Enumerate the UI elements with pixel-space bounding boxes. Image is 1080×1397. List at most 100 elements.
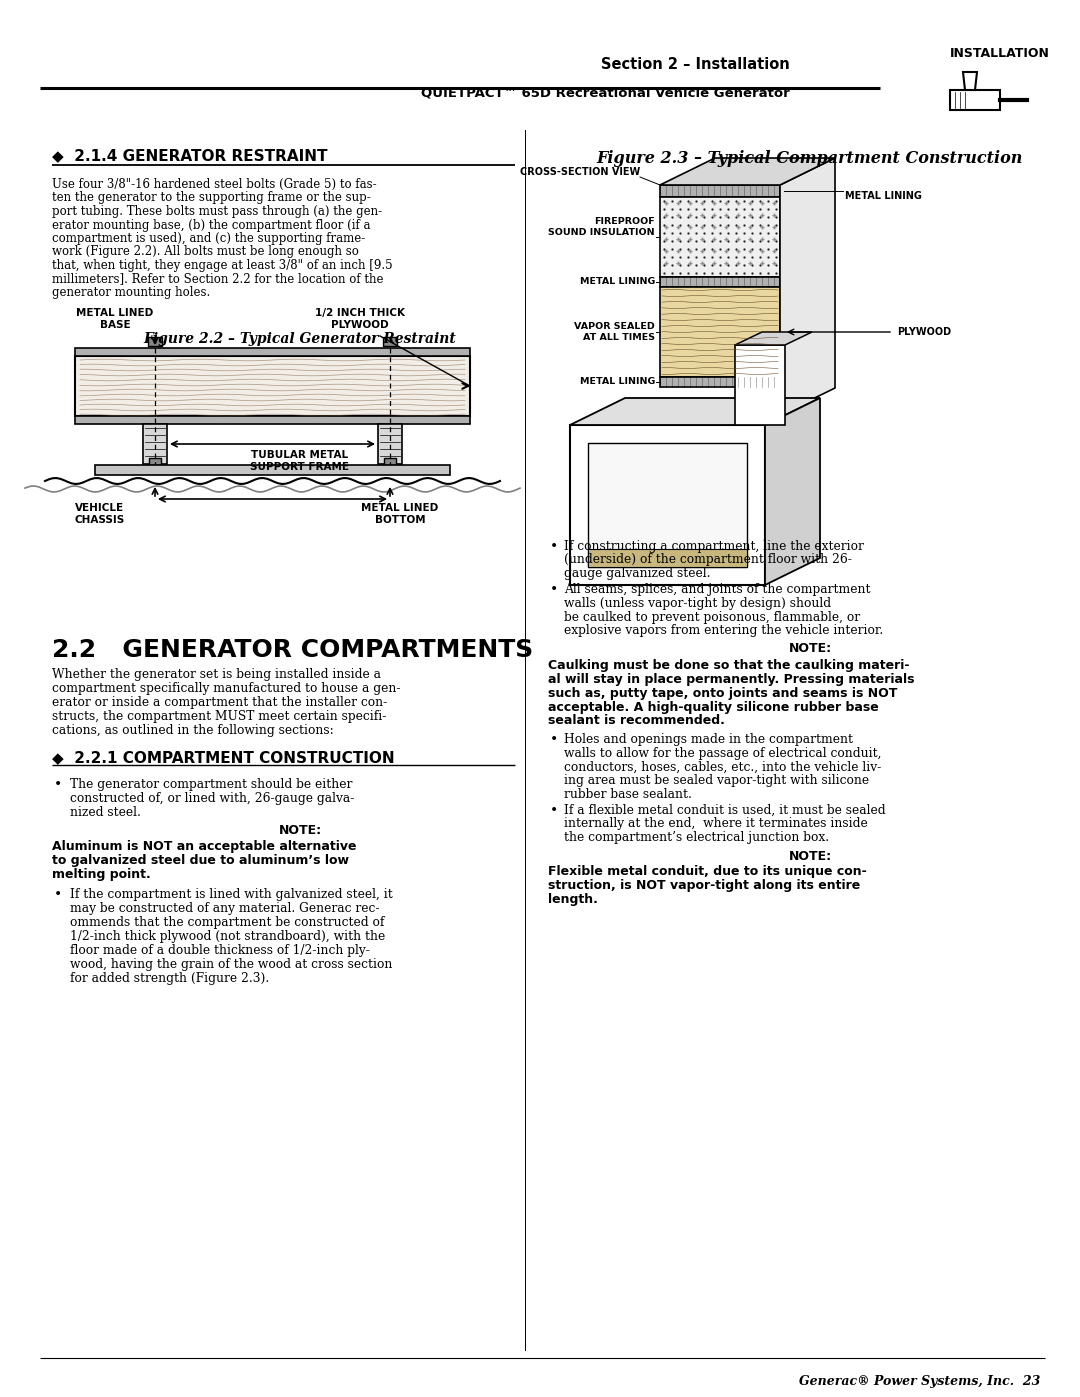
Bar — [660, 184, 780, 197]
Text: that, when tight, they engage at least 3/8" of an inch [9.5: that, when tight, they engage at least 3… — [52, 258, 393, 272]
Text: to galvanized steel due to aluminum’s low: to galvanized steel due to aluminum’s lo… — [52, 854, 349, 868]
Text: If a flexible metal conduit is used, it must be sealed: If a flexible metal conduit is used, it … — [564, 805, 886, 817]
Text: METAL LINING: METAL LINING — [845, 191, 922, 201]
Text: for added strength (Figure 2.3).: for added strength (Figure 2.3). — [70, 972, 269, 985]
Text: NOTE:: NOTE: — [788, 849, 832, 862]
Text: The generator compartment should be either: The generator compartment should be eith… — [70, 778, 352, 791]
Text: METAL LINING: METAL LINING — [580, 278, 654, 286]
Text: •: • — [54, 778, 63, 792]
Text: Caulking must be done so that the caulking materi-: Caulking must be done so that the caulki… — [548, 658, 909, 672]
Text: (underside) of the compartment floor with 26-: (underside) of the compartment floor wit… — [564, 553, 852, 567]
Text: •: • — [550, 805, 558, 819]
Text: •: • — [550, 541, 558, 555]
Bar — [735, 345, 785, 425]
Text: NOTE:: NOTE: — [279, 824, 322, 837]
Polygon shape — [765, 398, 820, 585]
Text: •: • — [550, 584, 558, 598]
Text: structs, the compartment MUST meet certain specifi-: structs, the compartment MUST meet certa… — [52, 710, 387, 724]
Text: cations, as outlined in the following sections:: cations, as outlined in the following se… — [52, 724, 334, 738]
Text: INSTALLATION: INSTALLATION — [950, 47, 1050, 60]
Text: internally at the end,  where it terminates inside: internally at the end, where it terminat… — [564, 817, 867, 830]
Text: floor made of a double thickness of 1/2-inch ply-: floor made of a double thickness of 1/2-… — [70, 944, 369, 957]
Bar — [384, 458, 396, 465]
Text: 1/2 INCH THICK
PLYWOOD: 1/2 INCH THICK PLYWOOD — [315, 307, 405, 330]
Text: FIREPROOF
SOUND INSULATION: FIREPROOF SOUND INSULATION — [549, 218, 654, 236]
Text: the compartment’s electrical junction box.: the compartment’s electrical junction bo… — [564, 831, 829, 844]
Text: Aluminum is NOT an acceptable alternative: Aluminum is NOT an acceptable alternativ… — [52, 840, 356, 854]
Text: QUIETPACT™ 65D Recreational Vehicle Generator: QUIETPACT™ 65D Recreational Vehicle Gene… — [421, 87, 789, 101]
Text: •: • — [550, 733, 558, 747]
Text: acceptable. A high-quality silicone rubber base: acceptable. A high-quality silicone rubb… — [548, 700, 879, 714]
Bar — [570, 425, 765, 585]
Bar — [148, 337, 162, 346]
Text: rubber base sealant.: rubber base sealant. — [564, 788, 692, 800]
Text: Use four 3/8"-16 hardened steel bolts (Grade 5) to fas-: Use four 3/8"-16 hardened steel bolts (G… — [52, 177, 377, 191]
Text: work (Figure 2.2). All bolts must be long enough so: work (Figure 2.2). All bolts must be lon… — [52, 246, 359, 258]
Text: ing area must be sealed vapor-tight with silicone: ing area must be sealed vapor-tight with… — [564, 774, 869, 787]
Polygon shape — [660, 158, 835, 184]
Text: 2.2   GENERATOR COMPARTMENTS: 2.2 GENERATOR COMPARTMENTS — [52, 638, 534, 662]
Bar — [143, 425, 167, 464]
Text: length.: length. — [548, 894, 598, 907]
Polygon shape — [963, 73, 977, 89]
Text: wood, having the grain of the wood at cross section: wood, having the grain of the wood at cr… — [70, 958, 392, 971]
Polygon shape — [735, 332, 812, 345]
Bar — [378, 425, 402, 464]
Bar — [588, 549, 747, 567]
Bar — [75, 348, 470, 356]
Text: compartment specifically manufactured to house a gen-: compartment specifically manufactured to… — [52, 682, 401, 694]
Text: If constructing a compartment, line the exterior: If constructing a compartment, line the … — [564, 541, 864, 553]
Bar — [75, 356, 470, 416]
Text: Section 2 – Installation: Section 2 – Installation — [602, 57, 789, 73]
Text: TUBULAR METAL
SUPPORT FRAME: TUBULAR METAL SUPPORT FRAME — [251, 450, 350, 472]
Text: erator mounting base, (b) the compartment floor (if a: erator mounting base, (b) the compartmen… — [52, 218, 370, 232]
Text: walls (unless vapor-tight by design) should: walls (unless vapor-tight by design) sho… — [564, 597, 832, 610]
Text: port tubing. These bolts must pass through (a) the gen-: port tubing. These bolts must pass throu… — [52, 205, 382, 218]
Text: generator mounting holes.: generator mounting holes. — [52, 286, 211, 299]
Text: Flexible metal conduit, due to its unique con-: Flexible metal conduit, due to its uniqu… — [548, 866, 867, 879]
Text: melting point.: melting point. — [52, 868, 151, 882]
Text: 1/2-inch thick plywood (not strandboard), with the: 1/2-inch thick plywood (not strandboard)… — [70, 930, 386, 943]
Text: compartment is used), and (c) the supporting frame-: compartment is used), and (c) the suppor… — [52, 232, 365, 244]
Text: explosive vapors from entering the vehicle interior.: explosive vapors from entering the vehic… — [564, 624, 883, 637]
Text: METAL LINED
BASE: METAL LINED BASE — [77, 307, 153, 330]
Bar — [950, 89, 1000, 110]
Text: Figure 2.2 – Typical Generator Restraint: Figure 2.2 – Typical Generator Restraint — [144, 332, 457, 346]
Text: gauge galvanized steel.: gauge galvanized steel. — [564, 567, 711, 580]
Text: All seams, splices, and joints of the compartment: All seams, splices, and joints of the co… — [564, 584, 870, 597]
Text: nized steel.: nized steel. — [70, 806, 140, 819]
Text: ◆  2.1.4 GENERATOR RESTRAINT: ◆ 2.1.4 GENERATOR RESTRAINT — [52, 148, 327, 163]
Bar — [660, 286, 780, 377]
Text: Holes and openings made in the compartment: Holes and openings made in the compartme… — [564, 733, 853, 746]
Text: constructed of, or lined with, 26-gauge galva-: constructed of, or lined with, 26-gauge … — [70, 792, 354, 805]
Text: NOTE:: NOTE: — [788, 643, 832, 655]
Text: ten the generator to the supporting frame or the sup-: ten the generator to the supporting fram… — [52, 191, 370, 204]
Text: If the compartment is lined with galvanized steel, it: If the compartment is lined with galvani… — [70, 888, 393, 901]
Text: millimeters]. Refer to Section 2.2 for the location of the: millimeters]. Refer to Section 2.2 for t… — [52, 272, 383, 285]
Text: be caulked to prevent poisonous, flammable, or: be caulked to prevent poisonous, flammab… — [564, 610, 860, 623]
Text: erator or inside a compartment that the installer con-: erator or inside a compartment that the … — [52, 696, 388, 710]
Text: ommends that the compartment be constructed of: ommends that the compartment be construc… — [70, 916, 384, 929]
Text: conductors, hoses, cables, etc., into the vehicle liv-: conductors, hoses, cables, etc., into th… — [564, 760, 881, 774]
Bar — [588, 443, 747, 567]
Text: PLYWOOD: PLYWOOD — [897, 327, 951, 337]
Text: may be constructed of any material. Generac rec-: may be constructed of any material. Gene… — [70, 902, 379, 915]
Text: Generac® Power Systems, Inc.  23: Generac® Power Systems, Inc. 23 — [798, 1375, 1040, 1389]
Text: such as, putty tape, onto joints and seams is NOT: such as, putty tape, onto joints and sea… — [548, 686, 897, 700]
Polygon shape — [780, 158, 835, 415]
Text: VAPOR SEALED
AT ALL TIMES: VAPOR SEALED AT ALL TIMES — [575, 323, 654, 342]
Bar — [660, 277, 780, 286]
Text: •: • — [54, 888, 63, 902]
Bar — [383, 337, 397, 346]
Bar — [660, 377, 780, 387]
Text: ◆  2.2.1 COMPARTMENT CONSTRUCTION: ◆ 2.2.1 COMPARTMENT CONSTRUCTION — [52, 750, 394, 766]
Text: sealant is recommended.: sealant is recommended. — [548, 714, 725, 728]
Bar — [95, 465, 450, 475]
Text: struction, is NOT vapor-tight along its entire: struction, is NOT vapor-tight along its … — [548, 880, 861, 893]
Polygon shape — [570, 398, 820, 425]
Bar — [75, 416, 470, 425]
Text: walls to allow for the passage of electrical conduit,: walls to allow for the passage of electr… — [564, 747, 881, 760]
Text: CROSS-SECTION VIEW: CROSS-SECTION VIEW — [519, 168, 640, 177]
Text: METAL LINING: METAL LINING — [580, 377, 654, 387]
Text: Figure 2.3 – Typical Compartment Construction: Figure 2.3 – Typical Compartment Constru… — [597, 149, 1023, 168]
